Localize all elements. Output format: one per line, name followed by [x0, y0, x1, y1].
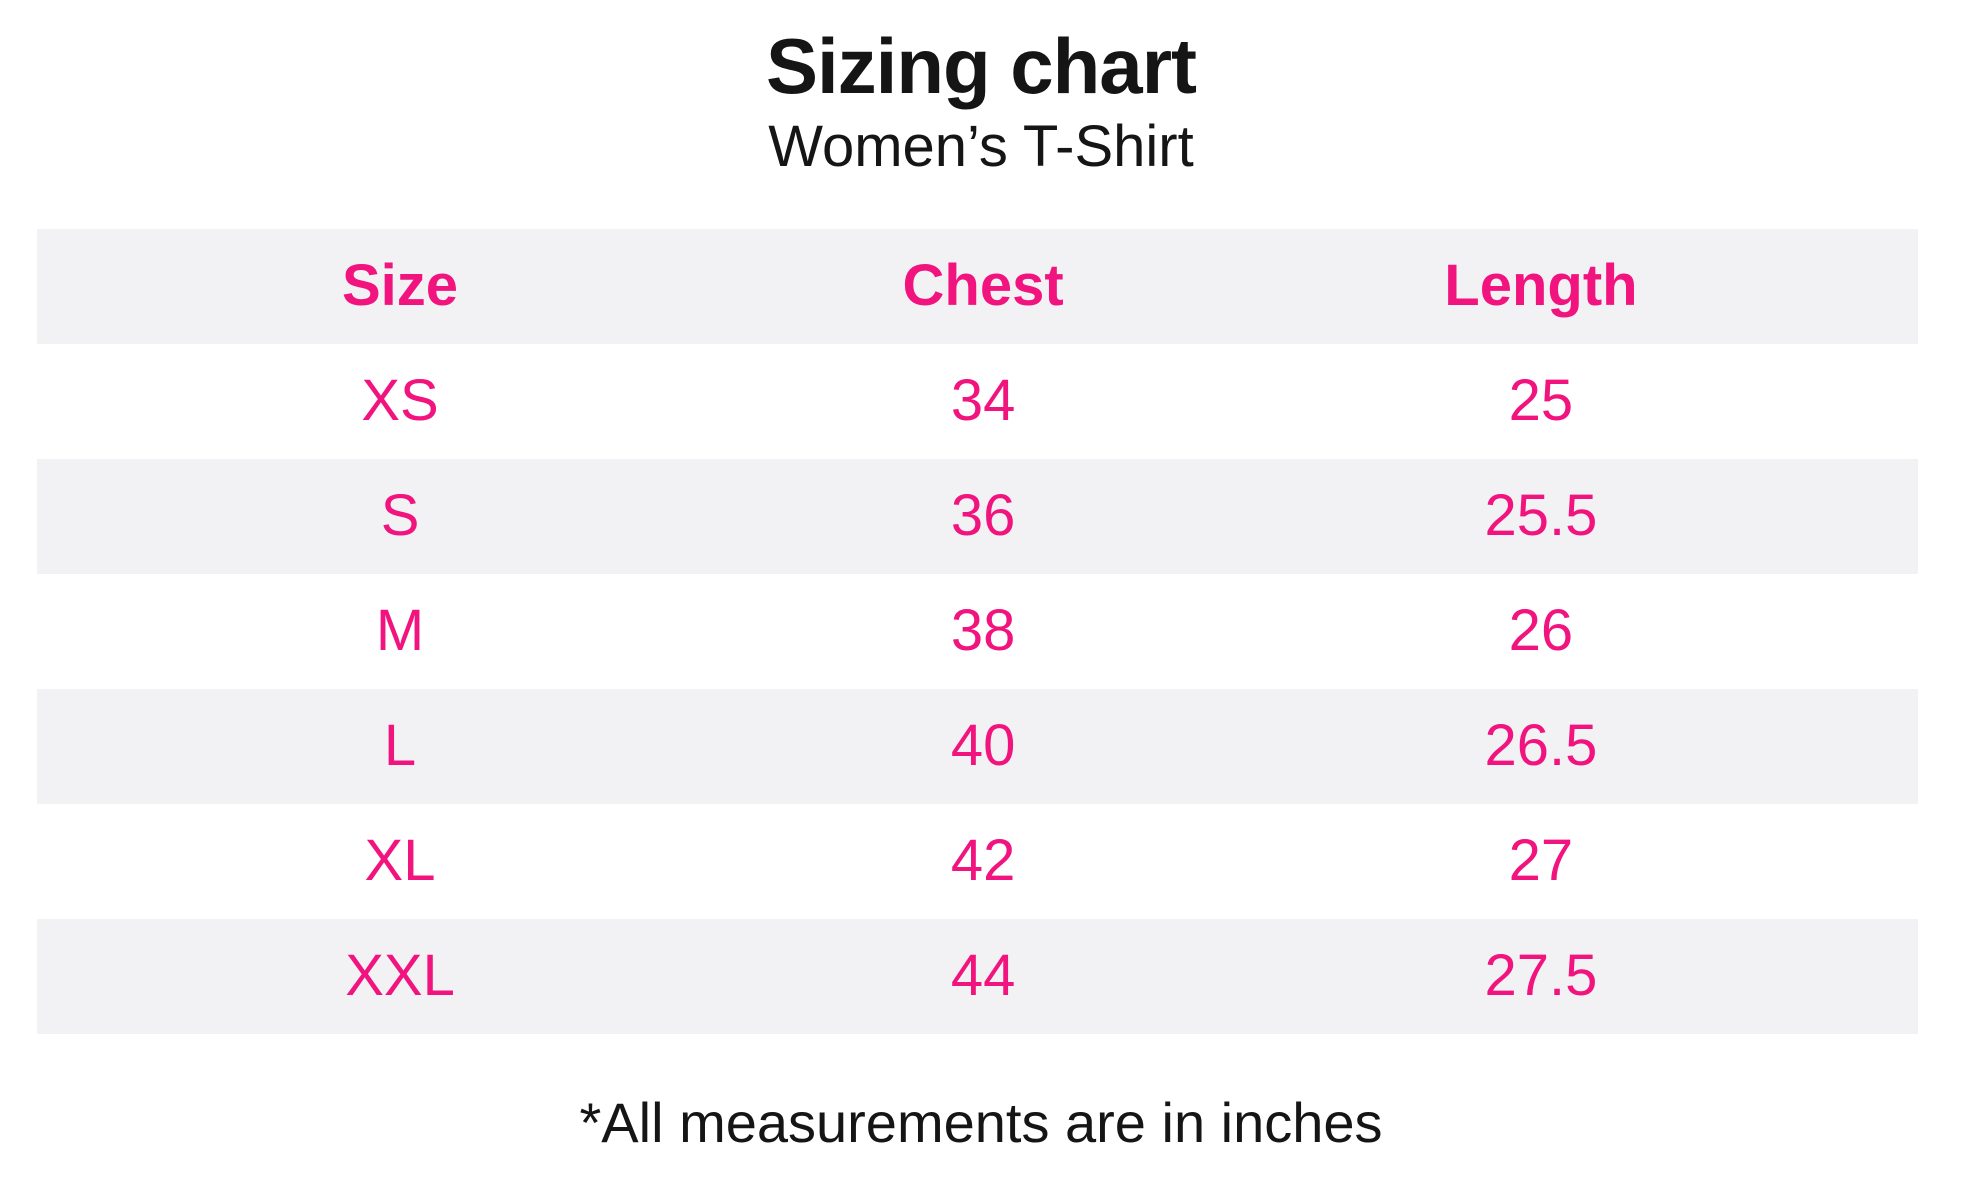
table-row-s: S 36 25.5: [37, 458, 1918, 574]
chest-value: 40: [950, 713, 1016, 779]
column-header-size: Size: [342, 253, 459, 319]
sizing-table: Size Chest Length XS 34 25 S 36 25.5 M 3…: [37, 228, 1918, 1034]
chest-value: 34: [950, 368, 1016, 434]
chest-value: 44: [950, 943, 1016, 1009]
length-value: 26.5: [1484, 713, 1598, 779]
chest-value: 42: [950, 828, 1016, 894]
chest-value: 36: [950, 483, 1016, 549]
table-header-row: Size Chest Length: [37, 228, 1918, 344]
table-row-m: M 38 26: [37, 574, 1918, 689]
column-header-length: Length: [1444, 253, 1638, 319]
length-value: 27.5: [1484, 943, 1598, 1009]
length-value: 25: [1508, 368, 1574, 434]
size-value: XXL: [345, 943, 455, 1009]
table-row-xs: XS 34 25: [37, 344, 1918, 459]
size-value: S: [380, 483, 420, 549]
table-row-xxl: XXL 44 27.5: [37, 918, 1918, 1034]
column-header-chest: Chest: [902, 253, 1064, 319]
length-value: 25.5: [1484, 483, 1598, 549]
size-value: XS: [361, 368, 439, 434]
size-value: L: [383, 713, 417, 779]
page-title: Sizing chart: [765, 22, 1197, 110]
length-value: 27: [1508, 828, 1574, 894]
chest-value: 38: [950, 598, 1016, 664]
table-row-l: L 40 26.5: [37, 688, 1918, 804]
measurements-footnote: *All measurements are in inches: [579, 1090, 1383, 1154]
size-value: M: [375, 598, 425, 664]
table-row-xl: XL 42 27: [37, 804, 1918, 919]
size-value: XL: [364, 828, 436, 894]
page-subtitle: Women’s T-Shirt: [768, 113, 1194, 179]
length-value: 26: [1508, 598, 1574, 664]
